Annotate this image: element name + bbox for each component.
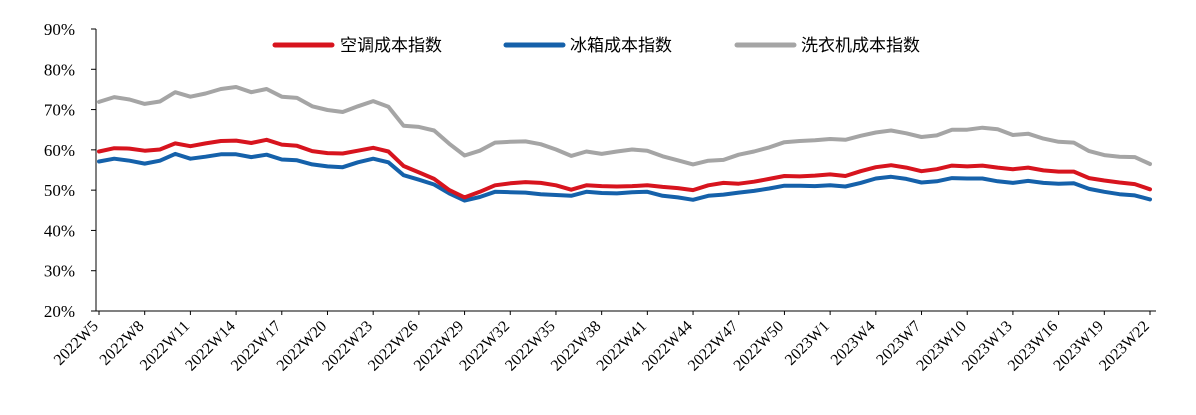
legend-label-1: 冰箱成本指数 <box>570 36 672 56</box>
series-line-0 <box>97 137 1152 200</box>
y-tick-label: 30% <box>44 262 75 281</box>
series-line-1 <box>97 151 1152 203</box>
legend: 空调成本指数 冰箱成本指数 洗衣机成本指数 <box>272 36 920 56</box>
y-tick-label: 40% <box>44 221 75 240</box>
x-tick-label: 2023W1 <box>782 318 833 369</box>
y-tick-label: 80% <box>44 60 75 79</box>
y-axis-ticks: 20% 30% 40% 50% 60% 70% 80% 90% <box>44 20 96 321</box>
x-axis-ticks: 2022W52022W82022W112022W142022W172022W20… <box>51 311 1153 374</box>
series-lines <box>97 85 1152 203</box>
y-tick-label: 50% <box>44 181 75 200</box>
series-line-2 <box>97 85 1152 167</box>
y-tick-label: 20% <box>44 302 75 321</box>
x-tick-label: 2022W50 <box>731 318 788 375</box>
y-tick-label: 60% <box>44 141 75 160</box>
legend-label-2: 洗衣机成本指数 <box>801 36 920 56</box>
x-tick-label: 2023W4 <box>828 318 879 369</box>
legend-label-0: 空调成本指数 <box>340 36 442 56</box>
x-tick-label: 2023W22 <box>1096 318 1153 375</box>
y-tick-label: 70% <box>44 101 75 120</box>
x-tick-label: 2022W5 <box>51 318 102 369</box>
axes <box>95 29 1156 312</box>
y-tick-label: 90% <box>44 20 75 39</box>
